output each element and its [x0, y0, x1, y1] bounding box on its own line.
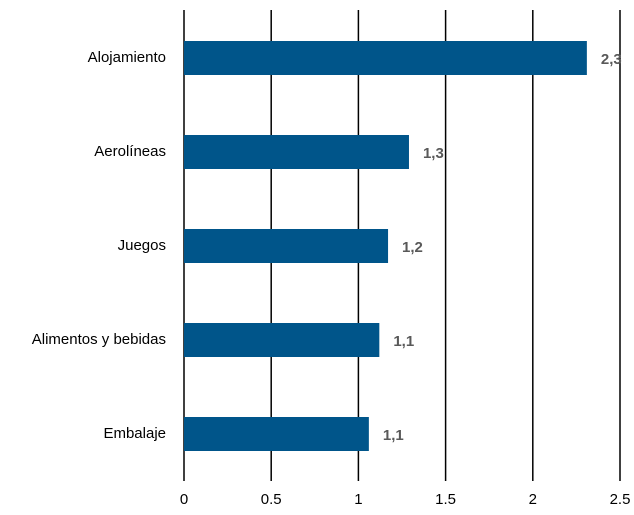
y-tick-label: Alimentos y bebidas	[32, 331, 166, 348]
x-tick-label: 2	[529, 491, 537, 508]
x-tick-label: 0	[180, 491, 188, 508]
y-tick-label: Juegos	[118, 237, 166, 254]
value-label: 1,1	[383, 427, 404, 444]
x-tick-label: 2.5	[610, 491, 631, 508]
x-tick-label: 1	[354, 491, 362, 508]
y-tick-label: Alojamiento	[88, 49, 166, 66]
y-tick-label: Aerolíneas	[94, 143, 166, 160]
x-tick-label: 1.5	[435, 491, 456, 508]
value-label: 2,3	[601, 51, 622, 68]
bar	[184, 417, 369, 451]
bar	[184, 135, 409, 169]
bar	[184, 41, 587, 75]
bar	[184, 229, 389, 263]
value-label: 1,1	[393, 333, 414, 350]
value-label: 1,3	[423, 145, 444, 162]
value-label: 1,2	[402, 239, 423, 256]
y-tick-label: Embalaje	[103, 425, 166, 442]
x-tick-label: 0.5	[261, 491, 282, 508]
bar	[184, 323, 380, 357]
